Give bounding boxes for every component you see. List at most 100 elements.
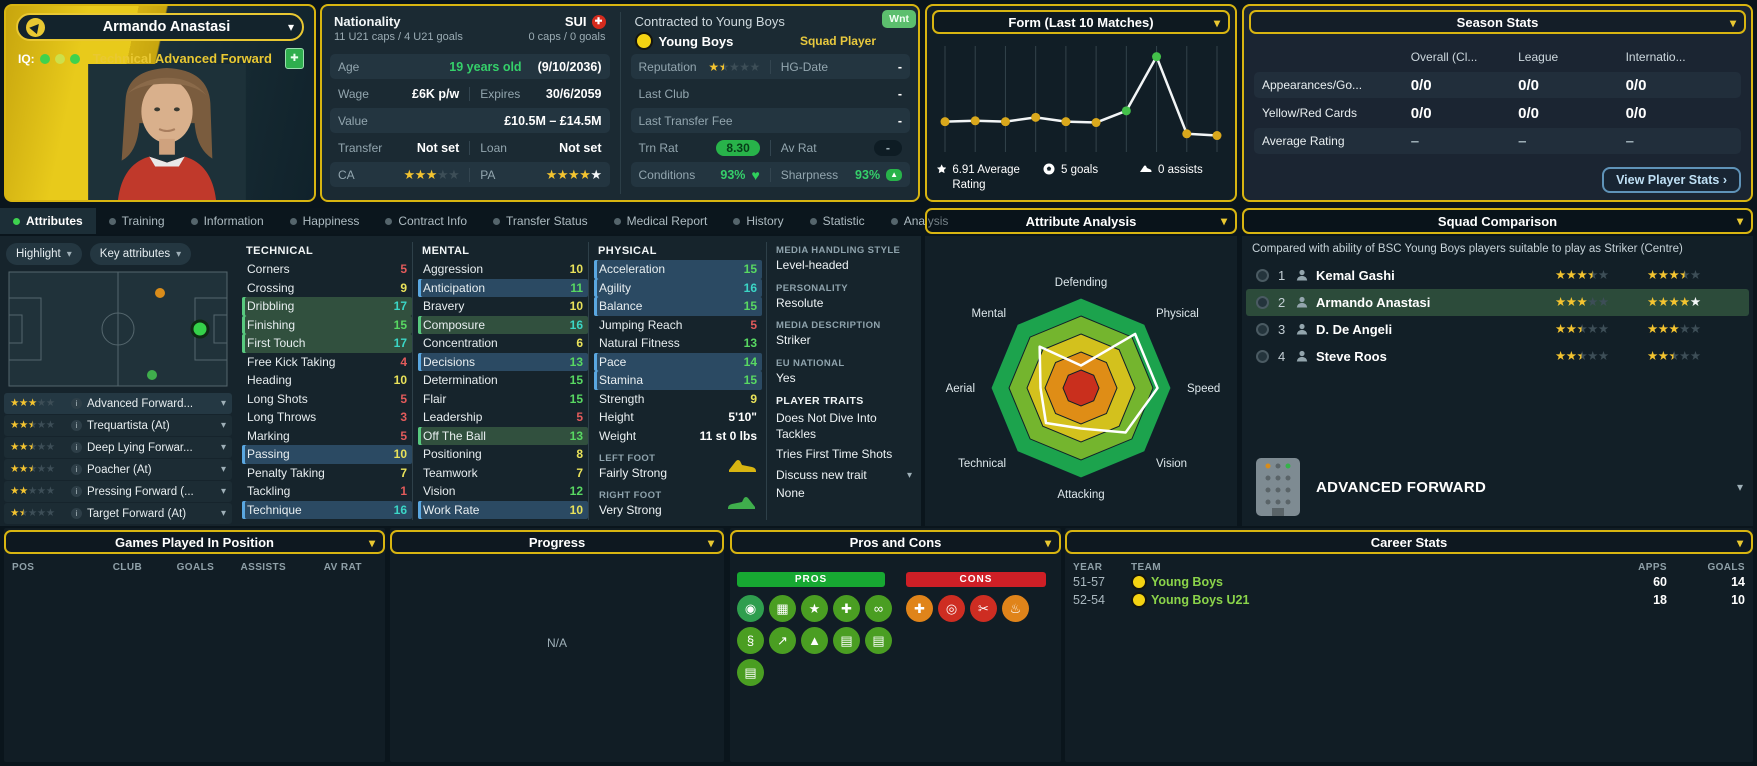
scout-report-icon[interactable]: ✚ (285, 48, 304, 69)
attribute-analysis-header[interactable]: Attribute Analysis ▾ (925, 208, 1237, 234)
tab-information[interactable]: Information (178, 208, 277, 234)
full-star-icon: ★ (414, 167, 427, 182)
half-star-icon: ★ (27, 419, 37, 432)
season-stat-value: 0/0 (1518, 76, 1539, 94)
pros-cons-header[interactable]: Pros and Cons ▾ (730, 530, 1061, 554)
potential-ability-stars: ★★★★★ (1647, 323, 1739, 336)
chevron-down-icon: ▾ (1736, 214, 1743, 228)
dim-star-icon: ★ (45, 463, 55, 476)
tab-happiness[interactable]: Happiness (277, 208, 373, 234)
radar-axis-label-mental: Mental (972, 308, 1007, 320)
full-star-icon: ★ (27, 397, 37, 410)
attribute-row-penalty-taking: Penalty Taking 7 (242, 464, 412, 483)
form-match-point[interactable] (1212, 131, 1222, 141)
attribute-value: 10 (393, 373, 407, 388)
form-match-point[interactable] (1031, 112, 1041, 122)
chevron-down-icon[interactable]: ▾ (1736, 480, 1743, 494)
squad-comparison-title: Squad Comparison (1437, 213, 1558, 229)
tab-status-dot (493, 217, 501, 225)
role-row-pressing-forward[interactable]: ★★★★★ i Pressing Forward (... ▾ (4, 481, 232, 502)
role-row-trequartista-at[interactable]: ★★★★★ i Trequartista (At) ▾ (4, 415, 232, 436)
player-trait: Does Not Dive Into Tackles (776, 411, 877, 441)
transfer-label: Transfer (338, 140, 383, 155)
attribute-value: 5 (400, 262, 407, 277)
attribute-name: Positioning (423, 447, 482, 462)
last-transfer-fee-value: - (897, 113, 902, 128)
info-icon: i (71, 464, 82, 475)
position-marker-competent[interactable] (147, 370, 157, 380)
squad-comparison-row-kemal-gashi[interactable]: 1 Kemal Gashi ★★★★★ ★★★★★ (1246, 262, 1749, 289)
player-link[interactable]: Kemal Gashi (1316, 267, 1395, 283)
form-match-point[interactable] (1000, 117, 1010, 127)
form-match-point[interactable] (1152, 52, 1162, 62)
progress-header[interactable]: Progress ▾ (390, 530, 724, 554)
squad-comparison-note: Compared with ability of BSC Young Boys … (1252, 243, 1683, 255)
potential-ability-stars: ★★★★★ (1647, 296, 1739, 309)
sharpness-value: 93% (855, 167, 881, 182)
role-row-deep-lying-forwar[interactable]: ★★★★★ i Deep Lying Forwar... ▾ (4, 437, 232, 458)
player-name-dropdown[interactable]: Armando Anastasi ▾ (16, 13, 304, 41)
role-row-poacher-at[interactable]: ★★★★★ i Poacher (At) ▾ (4, 459, 232, 480)
hg-date-value: - (897, 59, 902, 74)
full-star-icon: ★ (1565, 267, 1577, 282)
player-link[interactable]: Steve Roos (1316, 348, 1387, 364)
rank-radio-icon (1256, 322, 1269, 336)
form-match-point[interactable] (1121, 106, 1131, 116)
tab-contract-info[interactable]: Contract Info (372, 208, 480, 234)
attribute-value: 15 (743, 299, 757, 314)
club-link[interactable]: Young Boys (658, 33, 734, 49)
tab-statistic[interactable]: Statistic (797, 208, 878, 234)
key-attributes-dropdown[interactable]: Key attributes ▾ (89, 243, 192, 265)
squad-comparison-row-steve-roos[interactable]: 4 Steve Roos ★★★★★ ★★★★★ (1246, 343, 1749, 370)
full-star-icon: ★ (1565, 348, 1577, 363)
team-link[interactable]: Young Boys (1151, 575, 1223, 589)
attribute-name: Balance (599, 299, 643, 314)
dim-star-icon: ★ (1689, 267, 1701, 282)
form-match-point[interactable] (970, 116, 980, 126)
form-match-point[interactable] (1091, 118, 1101, 128)
tab-attributes[interactable]: Attributes (0, 208, 96, 234)
position-marker-accomplished[interactable] (155, 288, 165, 298)
discuss-new-trait-dropdown[interactable]: Discuss new trait ▾ (772, 468, 916, 484)
role-row-advanced-forward[interactable]: ★★★★★ i Advanced Forward... ▾ (4, 393, 232, 414)
person-icon (1296, 350, 1310, 362)
pro-icon-report: ▤ (833, 627, 860, 654)
squad-comparison-row-armando-anastasi[interactable]: 2 Armando Anastasi ★★★★★ ★★★★★ (1246, 288, 1749, 316)
games-played-title: Games Played In Position (115, 534, 274, 550)
dim-star-icon: ★ (1587, 294, 1598, 309)
player-link[interactable]: D. De Angeli (1316, 321, 1393, 337)
club-logo-icon (634, 32, 653, 50)
view-player-stats-button[interactable]: View Player Stats › (1602, 167, 1741, 193)
pro-icon-tactics-board: ▦ (769, 595, 796, 622)
dim-star-icon: ★ (36, 419, 46, 432)
position-marker-natural[interactable] (190, 319, 210, 339)
squad-comparison-header[interactable]: Squad Comparison ▾ (1242, 208, 1753, 234)
form-match-point[interactable] (940, 117, 950, 127)
right-foot-block: RIGHT FOOT Very Strong (594, 482, 762, 519)
form-match-point[interactable] (1061, 117, 1071, 127)
attribute-row-jumping-reach: Jumping Reach 5 (594, 316, 762, 335)
highlight-dropdown[interactable]: Highlight ▾ (6, 243, 82, 265)
full-star-icon: ★ (10, 507, 19, 520)
attribute-name: Flair (423, 391, 447, 406)
career-stats-header[interactable]: Career Stats ▾ (1065, 530, 1753, 554)
team-link[interactable]: Young Boys U21 (1151, 593, 1250, 607)
tab-history[interactable]: History (720, 208, 796, 234)
attribute-name: Off The Ball (423, 428, 486, 443)
form-panel-header[interactable]: Form (Last 10 Matches) ▾ (932, 10, 1230, 34)
squad-comparison-row-d-de-angeli[interactable]: 3 D. De Angeli ★★★★★ ★★★★★ (1246, 316, 1749, 343)
season-stats-header[interactable]: Season Stats ▾ (1249, 10, 1746, 34)
radar-data-polygon (1038, 332, 1159, 434)
quick-nav-icon[interactable] (26, 17, 45, 37)
games-played-header[interactable]: Games Played In Position ▾ (4, 530, 385, 554)
column-header-goals: GOALS (176, 562, 215, 573)
role-row-target-forward-at[interactable]: ★★★★★ i Target Forward (At) ▾ (4, 503, 232, 524)
player-link[interactable]: Armando Anastasi (1316, 294, 1431, 310)
form-match-point[interactable] (1182, 129, 1192, 139)
chevron-down-icon: ▾ (220, 486, 226, 497)
tab-medical-report[interactable]: Medical Report (601, 208, 721, 234)
tab-transfer-status[interactable]: Transfer Status (480, 208, 601, 234)
tab-training[interactable]: Training (96, 208, 178, 234)
goals-stat: 5 goals (1043, 163, 1129, 177)
mental-attributes-column: MENTAL Aggression 10 Anticipation 11 Bravery 1… (418, 236, 588, 526)
